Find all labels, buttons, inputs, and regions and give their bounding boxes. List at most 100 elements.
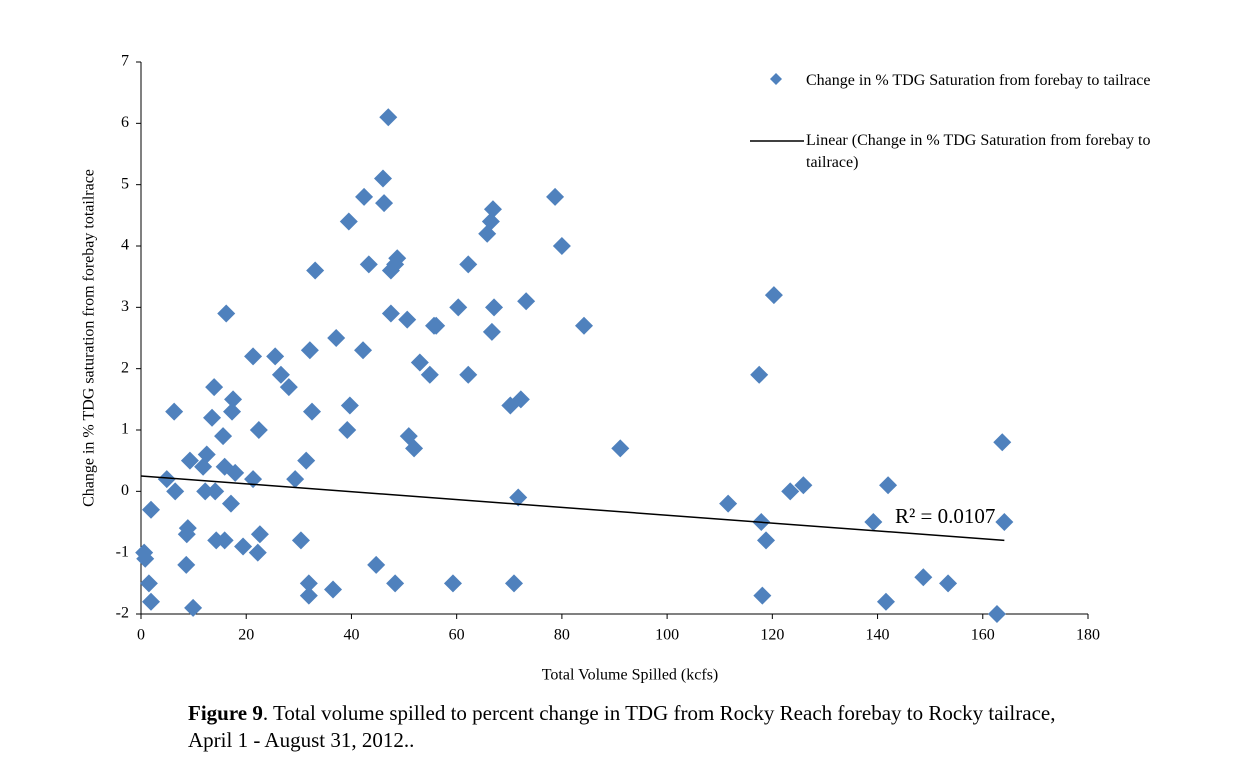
data-point (482, 322, 501, 341)
x-tick-label: 0 (137, 627, 145, 644)
y-tick-label: 4 (121, 237, 129, 254)
data-point (223, 402, 242, 421)
data-point (177, 555, 196, 574)
data-point (271, 365, 290, 384)
data-point (214, 427, 233, 446)
data-point (299, 574, 318, 593)
data-point (221, 494, 240, 513)
y-tick-label: 3 (121, 298, 129, 315)
data-point (355, 187, 374, 206)
y-tick-label: -2 (116, 605, 129, 622)
data-point (459, 255, 478, 274)
data-point (205, 378, 224, 397)
data-point (386, 574, 405, 593)
data-point (781, 482, 800, 501)
data-point (165, 402, 184, 421)
data-point (300, 341, 319, 360)
data-point (574, 316, 593, 335)
data-point (266, 347, 285, 366)
data-point (485, 298, 504, 317)
data-point (864, 513, 883, 531)
data-point (249, 421, 268, 439)
data-point (178, 519, 197, 538)
legend-label: Change in % TDG Saturation from forebay … (806, 72, 1151, 89)
legend-marker (770, 73, 782, 85)
data-point (757, 531, 776, 550)
caption: Figure 9. Total volume spilled to percen… (188, 700, 1088, 754)
data-point (420, 365, 439, 384)
annotation: R² = 0.0107 (895, 504, 995, 528)
x-tick-label: 160 (971, 627, 995, 644)
data-point (197, 445, 216, 464)
data-point (794, 476, 813, 495)
y-tick-label: 7 (121, 53, 129, 70)
y-tick-label: 6 (121, 114, 129, 131)
data-point (405, 439, 424, 458)
data-point (206, 482, 225, 501)
data-point (136, 549, 155, 568)
caption-text: . Total volume spilled to percent change… (188, 701, 1056, 752)
data-point (244, 347, 263, 366)
data-point (511, 390, 530, 409)
x-tick-label: 120 (760, 627, 784, 644)
data-point (339, 212, 358, 231)
data-point (367, 555, 386, 574)
data-point (753, 586, 772, 605)
data-point (546, 187, 565, 206)
y-tick-label: -1 (116, 543, 129, 560)
data-point (302, 402, 321, 421)
y-tick-label: 1 (121, 421, 129, 438)
data-point (449, 298, 468, 317)
x-tick-label: 100 (655, 627, 679, 644)
data-point (279, 378, 298, 397)
data-point (611, 439, 630, 458)
data-point (250, 525, 269, 544)
x-tick-label: 180 (1076, 627, 1100, 644)
data-point (157, 470, 176, 489)
x-tick-label: 60 (449, 627, 465, 644)
data-point (501, 396, 520, 415)
data-point (459, 365, 478, 384)
x-tick-label: 20 (238, 627, 254, 644)
data-point (327, 329, 346, 347)
data-point (203, 408, 222, 427)
data-point (354, 341, 373, 360)
chart: Total Volume Spilled (kcfs) Change in % … (81, 53, 1100, 684)
data-point (291, 531, 310, 550)
data-point (381, 304, 400, 323)
x-axis-label: Total Volume Spilled (kcfs) (542, 667, 719, 684)
data-point (306, 261, 325, 280)
data-point (914, 568, 933, 587)
data-point (340, 396, 359, 415)
data-point (139, 574, 158, 593)
data-point (141, 500, 160, 519)
data-point (286, 470, 305, 489)
data-point (427, 316, 446, 335)
data-point (217, 304, 236, 323)
data-point (876, 592, 895, 611)
data-point (184, 598, 203, 617)
data-point (297, 451, 316, 470)
data-point (443, 574, 462, 593)
data-point (248, 543, 267, 562)
data-point (398, 310, 417, 329)
y-tick-label: 0 (121, 482, 129, 499)
data-point (375, 194, 394, 213)
data-point (750, 365, 769, 384)
x-tick-label: 140 (866, 627, 890, 644)
data-point (879, 476, 898, 495)
x-tick-label: 80 (554, 627, 570, 644)
data-point (764, 286, 783, 305)
y-tick-label: 5 (121, 175, 129, 192)
data-point (719, 494, 738, 513)
data-point (215, 531, 234, 550)
data-point (517, 292, 536, 311)
data-point (324, 580, 343, 599)
data-point (410, 353, 429, 372)
data-point (226, 463, 245, 482)
data-point (505, 574, 524, 593)
data-point (196, 482, 215, 501)
data-point (509, 488, 528, 507)
data-point (483, 200, 502, 219)
